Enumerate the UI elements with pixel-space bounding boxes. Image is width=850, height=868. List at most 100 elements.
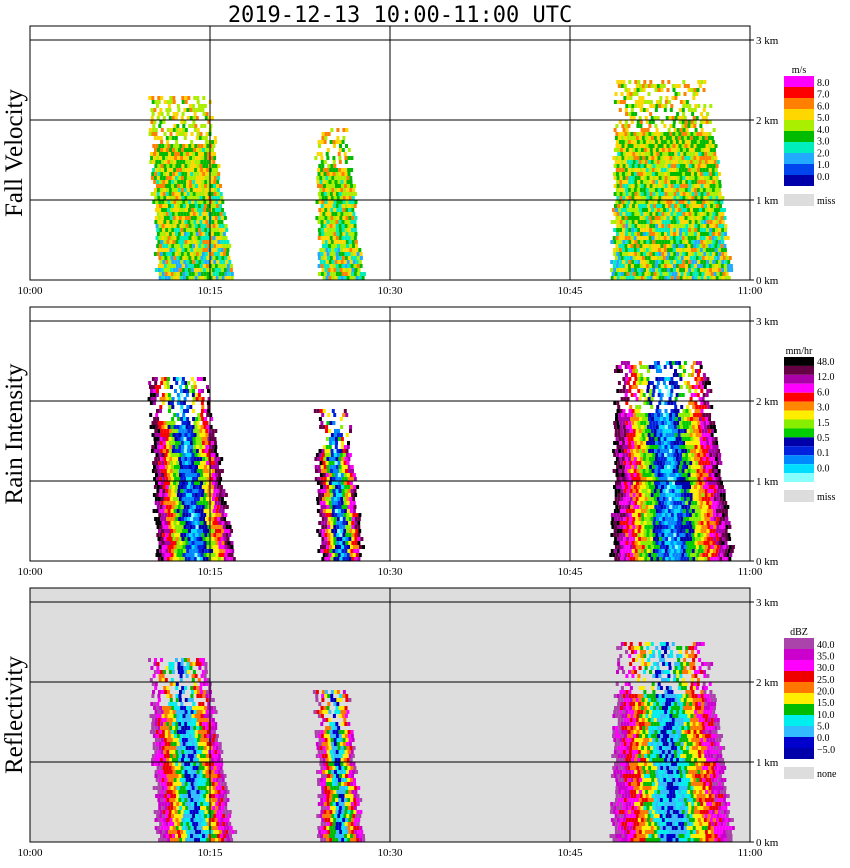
echo-cell <box>176 160 180 164</box>
echo-cell <box>637 164 641 168</box>
echo-cell <box>721 220 725 224</box>
echo-cell <box>632 116 636 120</box>
echo-cell <box>183 192 187 196</box>
echo-cell <box>627 216 631 220</box>
echo-cell <box>344 457 348 461</box>
echo-cell <box>180 485 184 489</box>
echo-cell <box>351 533 355 537</box>
echo-cell <box>211 148 214 152</box>
echo-cell <box>649 240 653 244</box>
echo-cell <box>347 272 351 276</box>
echo-cell <box>630 120 634 124</box>
echo-cell <box>640 533 644 537</box>
echo-cell <box>697 509 701 513</box>
echo-cell <box>175 164 179 168</box>
echo-cell <box>172 268 176 272</box>
echo-cell <box>204 441 208 445</box>
echo-cell <box>211 264 215 268</box>
echo-cell <box>686 272 690 276</box>
echo-cell <box>214 429 218 433</box>
echo-cell <box>172 457 176 461</box>
echo-cell <box>642 208 645 212</box>
echo-cell <box>621 188 625 192</box>
echo-cell <box>186 477 190 481</box>
echo-cell <box>212 160 216 164</box>
echo-cell <box>633 188 637 192</box>
echo-cell <box>321 240 325 244</box>
echo-cell <box>639 216 643 220</box>
echo-cell <box>330 537 334 541</box>
echo-cell <box>695 525 699 529</box>
echo-cell <box>157 220 161 224</box>
echo-cell <box>690 248 694 252</box>
echo-cell <box>164 425 168 429</box>
echo-cell <box>358 276 362 280</box>
echo-cell <box>351 232 355 236</box>
echo-cell <box>219 485 223 489</box>
colorbar-label: 8.0 <box>817 78 830 89</box>
echo-cell <box>674 92 678 96</box>
echo-cell <box>347 184 350 188</box>
echo-cell <box>321 136 325 140</box>
echo-cell <box>223 537 227 541</box>
echo-cell <box>184 216 188 220</box>
echo-cell <box>159 525 163 529</box>
echo-cell <box>169 100 173 104</box>
echo-cell <box>205 220 209 224</box>
echo-cell <box>217 196 221 200</box>
echo-cell <box>652 268 656 272</box>
echo-cell <box>641 84 645 88</box>
echo-cell <box>644 557 648 561</box>
echo-cell <box>178 433 182 437</box>
colorbar-swatch <box>784 175 814 186</box>
echo-cell <box>185 481 188 485</box>
echo-cell <box>643 252 647 256</box>
echo-cell <box>180 505 184 509</box>
echo-cell <box>160 264 164 268</box>
echo-cell <box>640 180 644 184</box>
echo-cell <box>670 224 674 228</box>
echo-cell <box>664 521 668 525</box>
echo-cell <box>184 497 188 501</box>
echo-cell <box>209 124 213 128</box>
echo-cell <box>709 268 713 272</box>
echo-cell <box>326 465 330 469</box>
echo-cell <box>197 473 200 477</box>
echo-cell <box>626 160 630 164</box>
echo-cell <box>198 184 201 188</box>
echo-cell <box>188 168 192 172</box>
echo-cell <box>636 88 640 92</box>
echo-cell <box>191 160 195 164</box>
echo-cell <box>334 497 338 501</box>
echo-cell <box>706 529 710 533</box>
echo-cell <box>154 433 158 437</box>
echo-cell <box>333 164 337 168</box>
echo-cell <box>337 461 341 465</box>
echo-cell <box>207 116 211 120</box>
echo-cell <box>692 136 696 140</box>
echo-cell <box>699 248 703 252</box>
echo-cell <box>198 533 202 537</box>
echo-cell <box>637 549 641 553</box>
echo-cell <box>155 160 159 164</box>
echo-cell <box>349 180 353 184</box>
echo-cell <box>721 228 725 232</box>
echo-cell <box>700 220 704 224</box>
echo-cell <box>325 180 329 184</box>
echo-cell <box>613 164 617 168</box>
echo-cell <box>218 521 222 525</box>
echo-cell <box>691 513 695 517</box>
echo-cell <box>180 441 184 445</box>
echo-cell <box>696 236 700 240</box>
echo-cell <box>343 152 347 156</box>
echo-cell <box>646 240 650 244</box>
echo-cell <box>706 224 710 228</box>
echo-cell <box>705 156 709 160</box>
echo-cell <box>195 465 198 469</box>
echo-cell <box>329 545 332 549</box>
echo-cell <box>220 557 224 561</box>
echo-cell <box>204 152 207 156</box>
echo-cell <box>161 256 165 260</box>
echo-cell <box>638 204 641 208</box>
echo-cell <box>714 156 718 160</box>
